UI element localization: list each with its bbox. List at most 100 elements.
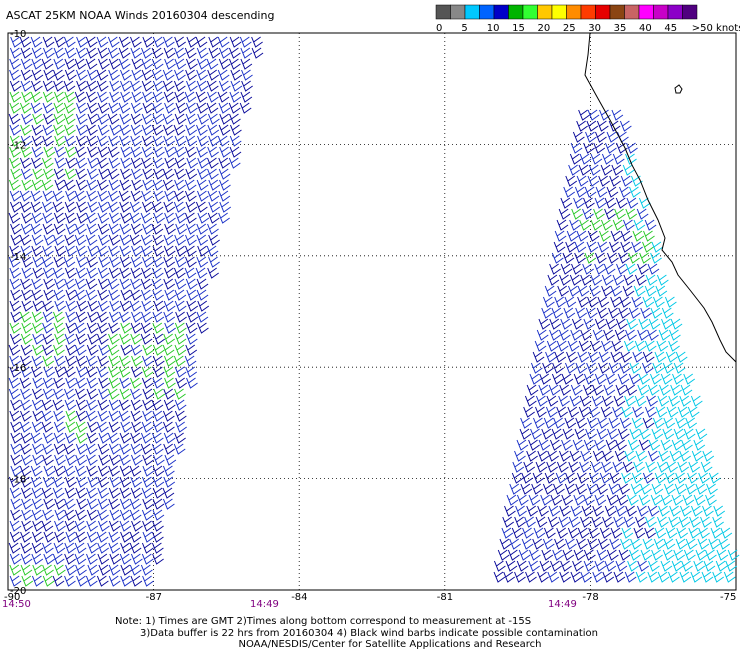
wind-barb: [546, 461, 558, 473]
wind-barb: [163, 256, 176, 268]
wind-barb: [660, 439, 673, 451]
wind-barb: [702, 505, 714, 517]
wind-barb: [613, 571, 626, 583]
wind-barb: [31, 498, 44, 510]
wind-barb: [620, 241, 633, 253]
wind-barb: [76, 212, 89, 224]
wind-barb: [635, 450, 648, 462]
wind-barb: [592, 450, 605, 462]
wind-barb: [623, 219, 635, 231]
wind-barb: [185, 135, 198, 147]
wind-barb: [152, 476, 165, 488]
wind-barb: [535, 395, 548, 407]
wind-barb: [74, 278, 87, 290]
wind-barb: [52, 267, 65, 279]
wind-barb: [196, 223, 209, 235]
wind-barb: [8, 344, 21, 356]
wind-barb: [678, 516, 691, 528]
wind-barb: [43, 289, 56, 301]
wind-barb: [118, 410, 131, 422]
wind-barb: [604, 208, 616, 220]
wind-barb: [54, 157, 67, 169]
wind-barb: [64, 234, 76, 246]
wind-barb: [207, 69, 219, 81]
wind-barb: [108, 333, 120, 345]
wind-barb: [685, 417, 698, 429]
wind-barb: [537, 450, 550, 462]
wind-barb: [75, 432, 88, 444]
wind-barb: [118, 47, 131, 59]
wind-barb: [75, 47, 88, 59]
wind-barb: [43, 267, 55, 279]
wind-barb: [41, 487, 54, 499]
wind-barb: [613, 516, 625, 528]
wind-barb: [240, 58, 253, 70]
wind-barb: [8, 212, 21, 224]
wind-barb: [550, 560, 562, 572]
wind-barb: [579, 219, 591, 231]
wind-barb: [9, 300, 22, 312]
lon-tick-label: -75: [720, 592, 736, 603]
wind-barb: [130, 443, 143, 455]
wind-barb: [19, 311, 32, 323]
wind-barb: [42, 388, 55, 400]
wind-barb: [549, 439, 562, 451]
wind-barb: [130, 267, 143, 279]
wind-barb: [552, 362, 564, 374]
wind-barb: [230, 124, 242, 136]
wind-barb: [140, 564, 153, 576]
wind-barb: [197, 322, 209, 334]
wind-barb: [552, 549, 564, 561]
wind-barb: [162, 344, 175, 356]
wind-barb: [578, 340, 591, 352]
wind-barb: [130, 366, 143, 378]
wind-barb: [174, 58, 187, 70]
wind-barb: [130, 223, 143, 235]
wind-barb: [63, 256, 76, 268]
wind-barb: [174, 388, 186, 400]
wind-barb: [660, 494, 673, 506]
wind-barb: [108, 443, 121, 455]
wind-barb: [151, 443, 164, 455]
wind-barb: [196, 146, 208, 158]
wind-barb: [587, 230, 600, 242]
wind-barb: [184, 47, 197, 59]
wind-barb: [9, 91, 22, 103]
wind-barb: [20, 388, 32, 400]
wind-barb: [141, 311, 153, 323]
wind-barb: [662, 428, 675, 440]
wind-barb: [65, 157, 78, 169]
wind-barb: [638, 318, 651, 330]
wind-barb: [151, 223, 164, 235]
wind-barb: [586, 241, 599, 253]
wind-barb: [650, 307, 663, 319]
wind-barb: [140, 234, 153, 246]
wind-barb: [142, 454, 154, 466]
wind-barb: [683, 549, 696, 561]
wind-barb: [164, 102, 176, 114]
wind-barb: [131, 58, 144, 70]
wind-barb: [86, 69, 99, 81]
wind-barb: [638, 197, 651, 209]
wind-barb: [635, 571, 648, 583]
wind-barb: [606, 131, 619, 143]
wind-barb: [653, 538, 666, 550]
wind-barb: [638, 373, 651, 385]
wind-barb: [615, 318, 628, 330]
wind-barb: [587, 296, 599, 308]
wind-barb: [631, 241, 643, 253]
wind-barb: [708, 472, 721, 484]
wind-barb: [164, 377, 176, 389]
wind-barb: [153, 212, 165, 224]
wind-barb: [97, 498, 110, 510]
wind-barb: [560, 263, 573, 275]
wind-barb: [42, 476, 55, 488]
wind-barb: [675, 417, 687, 429]
wind-barb: [547, 450, 559, 462]
wind-barb: [619, 296, 632, 308]
wind-barb: [625, 263, 638, 275]
wind-barb: [542, 362, 554, 374]
wind-barb: [175, 102, 188, 114]
wind-barb: [8, 476, 21, 488]
wind-barb: [152, 36, 165, 48]
